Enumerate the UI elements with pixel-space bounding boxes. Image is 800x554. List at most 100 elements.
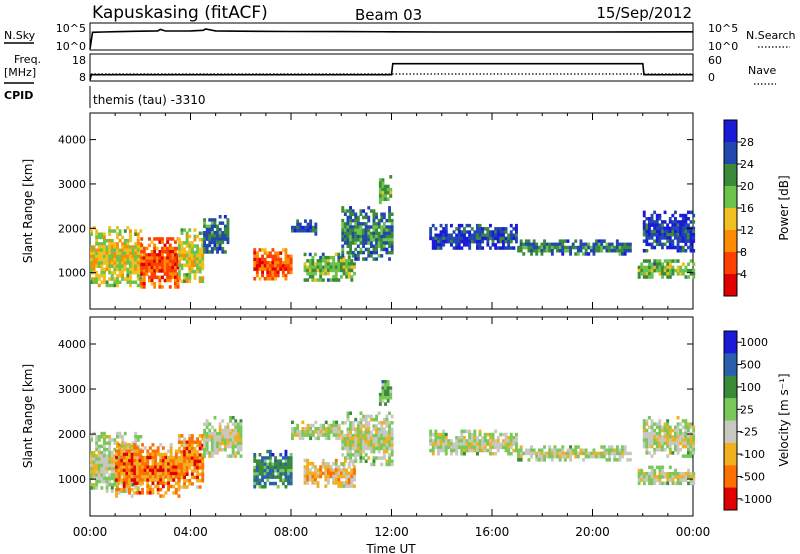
data-cell	[455, 243, 459, 247]
data-cell	[666, 441, 670, 446]
data-cell	[113, 258, 117, 262]
data-cell	[468, 445, 472, 450]
data-cell	[349, 238, 352, 242]
data-cell	[468, 442, 472, 446]
station-title: Kapuskasing (fitACF)	[92, 3, 268, 23]
data-cell	[120, 449, 124, 453]
data-cell	[90, 251, 93, 256]
data-cell	[367, 215, 371, 220]
data-cell	[190, 266, 194, 271]
data-cell	[431, 246, 435, 250]
data-cell	[491, 432, 495, 437]
data-cell	[234, 444, 238, 449]
data-cell	[201, 462, 205, 467]
data-cell	[386, 184, 390, 189]
data-cell	[478, 233, 482, 237]
data-cell	[494, 236, 498, 241]
data-cell	[658, 428, 662, 433]
data-cell	[201, 279, 205, 283]
data-cell	[674, 233, 677, 237]
data-cell	[626, 245, 630, 250]
data-cell	[258, 267, 262, 271]
data-cell	[164, 481, 168, 485]
data-cell	[129, 283, 132, 288]
data-cell	[145, 259, 149, 264]
data-cell	[190, 475, 194, 480]
data-cell	[550, 252, 554, 256]
data-cell	[645, 233, 649, 237]
data-cell	[261, 472, 264, 476]
data-cell	[504, 236, 508, 241]
data-cell	[150, 275, 154, 280]
data-cell	[120, 462, 124, 466]
data-cell	[689, 210, 693, 215]
data-cell	[306, 225, 310, 230]
date-label: 15/Sep/2012	[596, 4, 692, 22]
data-cell	[218, 247, 222, 251]
data-cell	[311, 275, 315, 279]
data-cell	[133, 446, 137, 450]
data-cell	[388, 462, 391, 467]
data-cell	[185, 446, 189, 451]
data-cell	[271, 481, 275, 486]
data-cell	[574, 245, 578, 250]
data-cell	[519, 458, 523, 462]
data-cell	[645, 478, 649, 482]
data-cell	[494, 246, 498, 250]
data-cell	[150, 253, 154, 257]
data-cell	[213, 451, 217, 455]
data-cell	[108, 479, 112, 484]
data-cell	[618, 245, 622, 250]
data-cell	[148, 237, 151, 241]
data-cell	[203, 438, 206, 442]
data-cell	[172, 491, 176, 495]
data-cell	[95, 274, 99, 278]
data-cell	[188, 250, 192, 255]
data-cell	[168, 237, 172, 241]
data-cell	[210, 234, 214, 238]
data-cell	[618, 451, 622, 456]
data-cell	[261, 257, 264, 262]
data-cell	[146, 455, 150, 460]
data-cell	[380, 218, 384, 223]
data-cell	[95, 447, 99, 452]
data-cell	[164, 475, 168, 479]
data-cell	[198, 453, 202, 457]
data-cell	[650, 454, 654, 458]
data-cell	[321, 458, 325, 463]
data-cell	[340, 265, 343, 269]
data-cell	[188, 443, 192, 448]
data-cell	[117, 491, 121, 495]
data-cell	[271, 277, 275, 281]
data-cell	[319, 271, 323, 276]
data-cell	[385, 234, 389, 239]
data-cell	[663, 265, 667, 270]
data-cell	[289, 481, 293, 486]
data-cell	[491, 230, 495, 234]
data-cell	[161, 259, 164, 264]
data-cell	[223, 250, 227, 254]
data-cell	[460, 452, 464, 456]
data-cell	[354, 228, 358, 232]
data-cell	[377, 238, 381, 242]
data-cell	[216, 432, 219, 436]
data-cell	[97, 248, 101, 252]
data-cell	[210, 451, 214, 455]
data-cell	[489, 445, 492, 450]
data-cell	[177, 257, 181, 261]
data-cell	[535, 451, 539, 456]
data-cell	[296, 433, 300, 437]
data-cell	[434, 246, 438, 250]
data-cell	[349, 209, 352, 213]
data-cell	[131, 280, 135, 284]
data-cell	[188, 478, 192, 483]
data-cell	[276, 462, 280, 467]
data-cell	[97, 435, 101, 439]
data-cell	[148, 256, 151, 260]
data-cell	[274, 462, 277, 467]
data-cell	[655, 422, 659, 426]
data-cell	[442, 239, 446, 244]
data-cell	[674, 223, 677, 227]
data-cell	[444, 445, 448, 450]
